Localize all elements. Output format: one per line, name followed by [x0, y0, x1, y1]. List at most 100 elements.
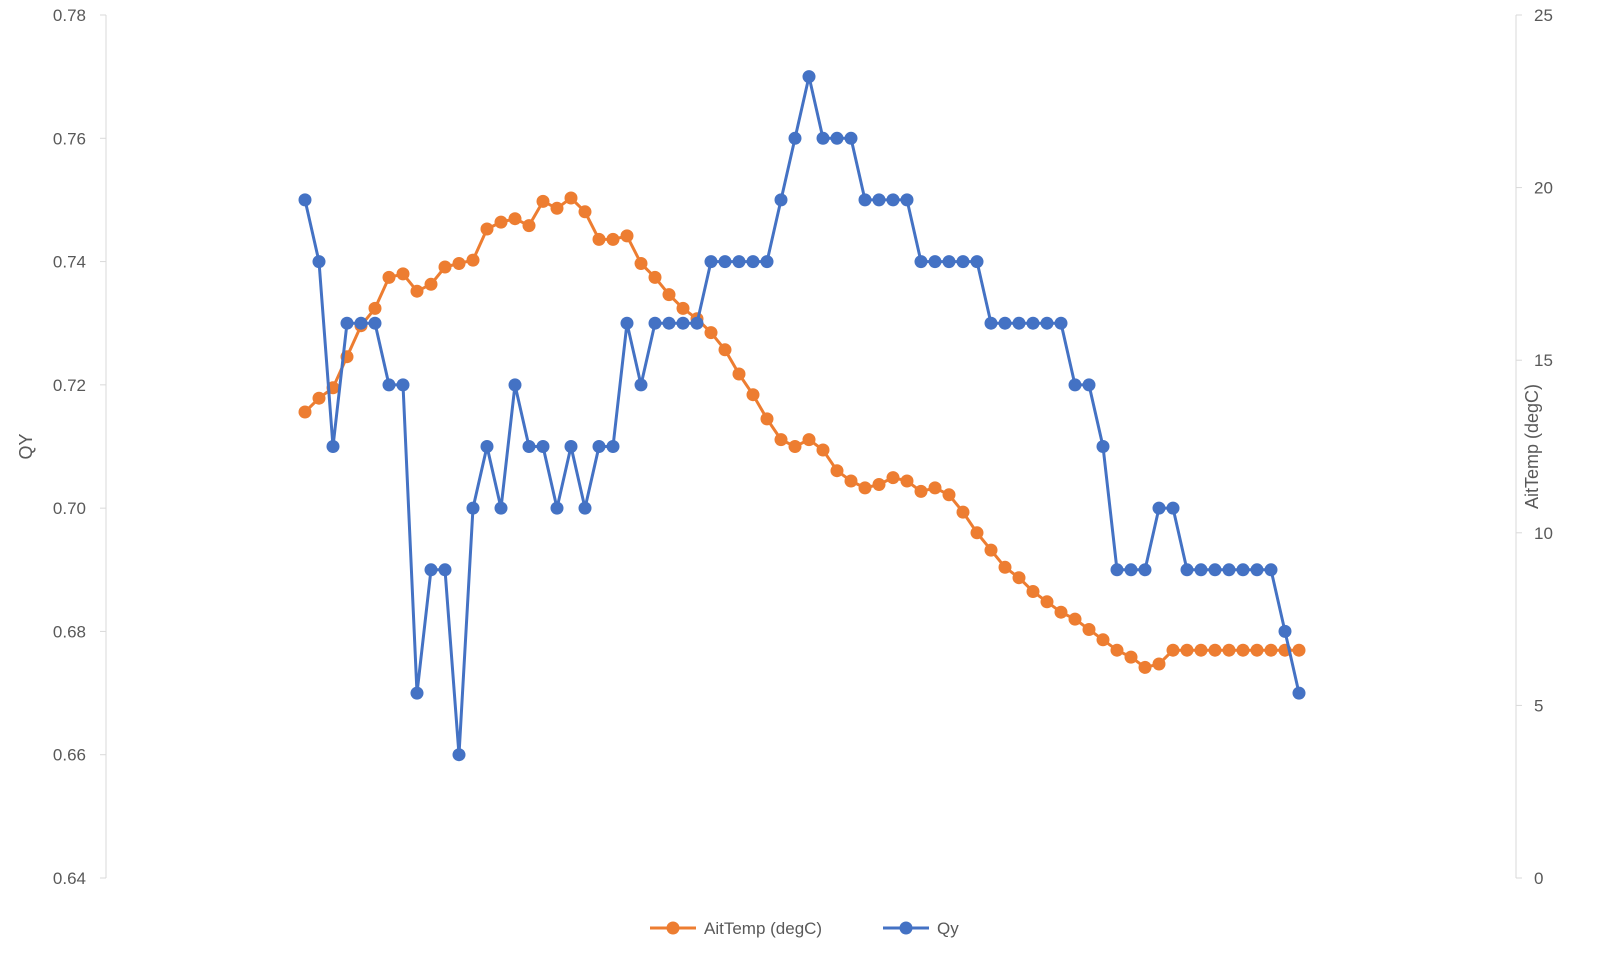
data-point-qy — [1040, 316, 1054, 330]
data-point-aittemp-degc — [368, 301, 382, 315]
legend-item-aittemp-degc: AitTemp (degC) — [650, 919, 822, 938]
data-point-aittemp-degc — [606, 232, 620, 246]
data-point-qy — [1012, 316, 1026, 330]
legend: AitTemp (degC) Qy — [650, 919, 959, 938]
data-point-aittemp-degc — [466, 253, 480, 267]
data-point-qy — [508, 378, 522, 392]
data-point-aittemp-degc — [676, 301, 690, 315]
data-point-aittemp-degc — [872, 478, 886, 491]
data-point-aittemp-degc — [1068, 612, 1082, 626]
legend-label: Qy — [937, 919, 959, 938]
data-point-qy — [536, 440, 550, 453]
data-point-qy — [452, 748, 466, 762]
data-point-qy — [844, 131, 858, 145]
legend-swatch-marker — [666, 921, 680, 935]
data-point-qy — [858, 193, 872, 207]
data-point-qy — [1292, 686, 1306, 700]
data-point-aittemp-degc — [942, 488, 956, 502]
data-point-aittemp-degc — [480, 222, 494, 236]
data-point-qy — [1264, 563, 1278, 577]
data-point-aittemp-degc — [1222, 643, 1236, 657]
data-point-aittemp-degc — [592, 232, 606, 246]
right-tick-label: 25 — [1534, 6, 1553, 25]
data-point-qy — [1166, 501, 1180, 515]
data-point-qy — [1110, 563, 1124, 577]
data-point-aittemp-degc — [1236, 643, 1250, 657]
data-point-qy — [382, 378, 396, 392]
data-point-aittemp-degc — [494, 215, 508, 229]
left-axis-title: QY — [16, 433, 36, 459]
data-point-aittemp-degc — [1180, 643, 1194, 657]
data-point-qy — [592, 440, 606, 453]
data-point-aittemp-degc — [1208, 643, 1222, 657]
data-point-qy — [368, 316, 382, 330]
data-point-aittemp-degc — [620, 229, 634, 243]
data-point-qy — [886, 193, 900, 207]
data-point-qy — [760, 255, 774, 269]
data-point-qy — [830, 131, 844, 145]
data-point-qy — [1180, 563, 1194, 577]
data-point-qy — [746, 255, 760, 269]
data-point-aittemp-degc — [928, 481, 942, 495]
data-point-qy — [522, 440, 536, 453]
data-point-aittemp-degc — [382, 270, 396, 284]
data-point-qy — [774, 193, 788, 207]
data-point-aittemp-degc — [1110, 643, 1124, 657]
data-point-qy — [312, 255, 326, 269]
data-point-qy — [1026, 316, 1040, 330]
data-point-aittemp-degc — [816, 443, 830, 457]
data-point-aittemp-degc — [1096, 633, 1110, 647]
data-point-aittemp-degc — [900, 474, 914, 488]
data-point-qy — [718, 255, 732, 269]
data-point-aittemp-degc — [718, 343, 732, 357]
data-point-aittemp-degc — [1250, 643, 1264, 657]
data-point-aittemp-degc — [396, 267, 410, 281]
series-group — [298, 70, 1306, 762]
data-point-qy — [1236, 563, 1250, 577]
data-point-aittemp-degc — [634, 257, 648, 270]
right-axis-title: AitTemp (degC) — [1522, 384, 1542, 509]
data-point-aittemp-degc — [410, 284, 424, 298]
data-point-aittemp-degc — [298, 405, 312, 419]
data-point-qy — [1138, 563, 1152, 577]
left-tick-label: 0.66 — [53, 746, 86, 765]
right-tick-label: 5 — [1534, 696, 1543, 715]
data-point-qy — [970, 255, 984, 269]
data-point-qy — [1208, 563, 1222, 577]
data-point-aittemp-degc — [564, 191, 578, 205]
data-point-qy — [396, 378, 410, 392]
data-point-aittemp-degc — [1166, 643, 1180, 657]
data-point-qy — [1278, 624, 1292, 638]
data-point-aittemp-degc — [788, 440, 802, 453]
series-qy — [298, 70, 1306, 762]
data-point-qy — [564, 440, 578, 453]
right-tick-label: 0 — [1534, 869, 1543, 888]
data-point-aittemp-degc — [1026, 585, 1040, 598]
data-point-aittemp-degc — [508, 212, 522, 226]
series-aittemp-degc — [298, 191, 1306, 674]
data-point-aittemp-degc — [1152, 657, 1166, 671]
series-line-qy — [303, 75, 1301, 757]
data-point-qy — [942, 255, 956, 269]
data-point-aittemp-degc — [886, 471, 900, 485]
left-tick-label: 0.64 — [53, 869, 86, 888]
data-point-aittemp-degc — [830, 464, 844, 478]
left-tick-label: 0.70 — [53, 499, 86, 518]
data-point-qy — [550, 501, 564, 515]
data-point-aittemp-degc — [1138, 660, 1152, 674]
legend-swatch-marker — [899, 921, 913, 935]
data-point-aittemp-degc — [760, 412, 774, 426]
data-point-qy — [1082, 378, 1096, 392]
data-point-aittemp-degc — [536, 194, 550, 208]
data-point-aittemp-degc — [774, 433, 788, 447]
data-point-qy — [466, 501, 480, 515]
data-point-qy — [956, 255, 970, 269]
axes-group: 0.64 0.66 0.68 0.70 0.72 0.74 0.76 0.78 QY 0 5 10 15… — [16, 6, 1553, 888]
data-point-qy — [424, 563, 438, 577]
data-point-qy — [1054, 316, 1068, 330]
data-point-qy — [480, 440, 494, 453]
data-point-qy — [1068, 378, 1082, 392]
data-point-qy — [578, 501, 592, 515]
data-point-qy — [662, 316, 676, 330]
data-point-aittemp-degc — [1124, 650, 1138, 664]
